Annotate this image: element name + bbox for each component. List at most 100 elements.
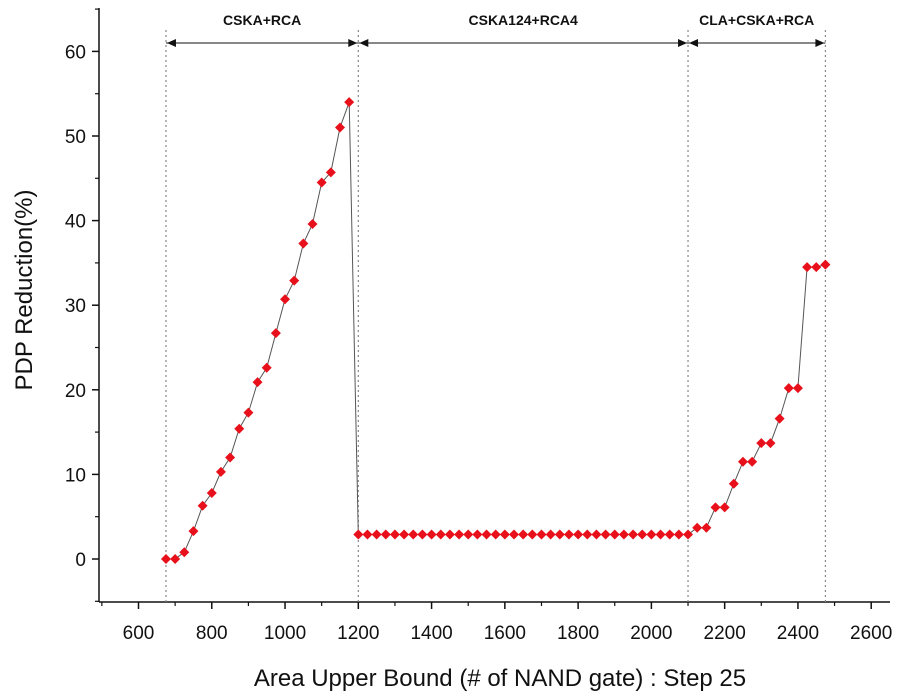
data-point <box>601 529 611 539</box>
y-tick-label: 20 <box>65 381 86 402</box>
data-point <box>756 438 766 448</box>
data-point <box>555 529 565 539</box>
data-point <box>674 529 684 539</box>
data-point <box>637 529 647 539</box>
x-ticks: 600 800 1000 1200 1400 1600 1800 2000 2200 2400 26… <box>102 602 892 644</box>
data-point <box>280 294 290 304</box>
data-point <box>408 529 418 539</box>
data-point <box>445 529 455 539</box>
data-point <box>692 523 702 533</box>
data-point <box>701 523 711 533</box>
data-point <box>711 502 721 512</box>
data-point <box>207 488 217 498</box>
data-point <box>225 452 235 462</box>
data-point <box>399 529 409 539</box>
data-point <box>179 547 189 557</box>
data-point <box>482 529 492 539</box>
data-point <box>619 529 629 539</box>
y-axis-label: PDP Reduction(%) <box>11 190 38 391</box>
data-point <box>628 529 638 539</box>
data-point <box>271 328 281 338</box>
data-point <box>362 529 372 539</box>
x-tick-label: 1800 <box>557 623 599 644</box>
data-point <box>170 554 180 564</box>
axes <box>99 8 890 602</box>
x-tick-label: 2600 <box>850 623 892 644</box>
data-point <box>546 529 556 539</box>
data-point <box>463 529 473 539</box>
data-point <box>216 467 226 477</box>
data-point <box>298 238 308 248</box>
arrow-head <box>167 39 176 47</box>
x-tick-label: 1600 <box>484 623 526 644</box>
data-point <box>472 529 482 539</box>
y-tick-label: 10 <box>65 465 86 486</box>
data-point <box>390 529 400 539</box>
data-point <box>289 276 299 286</box>
data-point <box>161 554 171 564</box>
data-point <box>564 529 574 539</box>
data-point <box>509 529 519 539</box>
data-point <box>198 501 208 511</box>
data-point <box>811 262 821 272</box>
data-point <box>335 123 345 133</box>
data-point <box>262 363 272 373</box>
data-point <box>656 529 666 539</box>
region-annotations: CSKA+RCA CSKA124+RCA4 CLA+CSKA+RCA <box>166 12 825 47</box>
data-point <box>765 438 775 448</box>
x-tick-label: 2200 <box>704 623 746 644</box>
data-point <box>527 529 537 539</box>
x-tick-label: 1200 <box>337 623 379 644</box>
data-point <box>436 529 446 539</box>
x-tick-label: 600 <box>123 623 155 644</box>
data-point <box>573 529 583 539</box>
arrow-head <box>359 39 368 47</box>
data-point <box>381 529 391 539</box>
data-point <box>188 526 198 536</box>
arrow-head <box>689 39 698 47</box>
data-point <box>775 414 785 424</box>
arrow-head <box>815 39 824 47</box>
x-tick-label: 1400 <box>410 623 452 644</box>
data-point <box>610 529 620 539</box>
data-point <box>793 383 803 393</box>
data-point <box>591 529 601 539</box>
series-line <box>166 102 825 559</box>
data-point <box>353 529 363 539</box>
x-tick-label: 2400 <box>777 623 819 644</box>
y-ticks: 0 10 20 30 40 50 60 <box>65 9 99 601</box>
region-label: CSKA+RCA <box>223 12 301 28</box>
y-tick-label: 30 <box>65 296 86 317</box>
data-point <box>308 219 318 229</box>
data-point <box>683 529 693 539</box>
data-point <box>820 260 830 270</box>
data-point <box>646 529 656 539</box>
data-point <box>729 479 739 489</box>
y-tick-label: 60 <box>65 42 86 63</box>
region-boundaries <box>166 30 825 602</box>
y-tick-label: 40 <box>65 212 86 233</box>
data-point <box>417 529 427 539</box>
region-label: CLA+CSKA+RCA <box>699 12 814 28</box>
data-point <box>234 424 244 434</box>
x-tick-label: 2000 <box>630 623 672 644</box>
arrow-head <box>678 39 687 47</box>
x-tick-label: 800 <box>196 623 228 644</box>
x-axis-label: Area Upper Bound (# of NAND gate) : Step… <box>254 665 746 692</box>
data-point <box>738 457 748 467</box>
data-point <box>372 529 382 539</box>
data-point <box>491 529 501 539</box>
data-point <box>518 529 528 539</box>
arrow-head <box>348 39 357 47</box>
y-tick-label: 0 <box>75 550 86 571</box>
data-point <box>582 529 592 539</box>
data-point <box>500 529 510 539</box>
data-point <box>747 457 757 467</box>
data-point <box>253 377 263 387</box>
data-point <box>802 262 812 272</box>
data-point <box>784 383 794 393</box>
data-point <box>536 529 546 539</box>
data-point <box>720 502 730 512</box>
y-tick-label: 50 <box>65 127 86 148</box>
